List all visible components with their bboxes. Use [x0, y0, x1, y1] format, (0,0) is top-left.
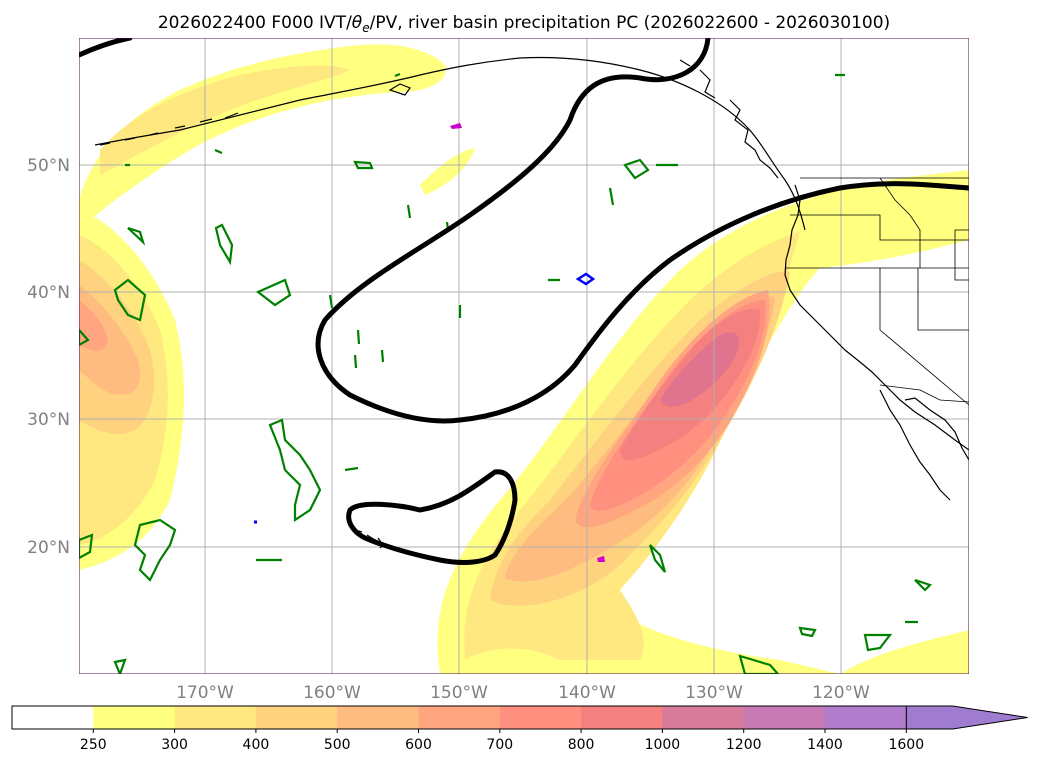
- wa-or-border: [790, 214, 969, 241]
- theta-e-loop-4: [268, 418, 322, 523]
- colorbar-tick-label: 1600: [888, 737, 924, 753]
- colorbar-tick-label: 800: [568, 737, 595, 753]
- ivt-north-band: [79, 44, 475, 230]
- theta-e-loop-8: [738, 654, 780, 674]
- colorbar-tick-label: 700: [486, 737, 513, 753]
- ivt-west-500: [79, 285, 141, 395]
- lon-label-150: 150°W: [430, 683, 488, 703]
- lon-label-140: 140°W: [558, 683, 616, 703]
- theta-e-loop-12: [79, 533, 94, 560]
- blue-diamond-contour: [575, 272, 596, 286]
- theta-e-loop-6: [623, 158, 650, 180]
- theta-e-loop-14: [353, 160, 374, 170]
- bc-coast-islands: [679, 59, 779, 179]
- colorbar: 250 300 400 500 600 700 800 1000 1200 1400 1600: [11, 705, 1028, 753]
- az-border: [917, 268, 969, 331]
- colorbar-tick-label: 600: [405, 737, 432, 753]
- extreme-contours: [254, 123, 605, 562]
- ivt-north-300: [100, 65, 350, 175]
- magenta-contour-south: [597, 556, 605, 562]
- ivt-north-250-b: [420, 148, 475, 195]
- theta-e-contours: [79, 72, 933, 674]
- colorbar-segment: [499, 706, 582, 729]
- colorbar-tick-label: 500: [324, 737, 351, 753]
- us-west-coast: [784, 184, 969, 451]
- colorbar-segment: [418, 706, 501, 729]
- map-area: [79, 38, 969, 674]
- theta-e-loop-5: [133, 518, 177, 582]
- colorbar-segment: [174, 706, 257, 729]
- colorbar-tick-label: 250: [80, 737, 107, 753]
- pv-contour-main-loop: [315, 38, 969, 424]
- colorbar-segment: [337, 706, 419, 729]
- pv-contour-south-loop: [346, 469, 518, 565]
- theta-e-loop-13: [127, 226, 146, 246]
- theta-e-loop-9: [863, 633, 893, 652]
- ivt-main-plume: [437, 170, 969, 674]
- colorbar-tick-label: 1000: [645, 737, 681, 753]
- pv-contours: [79, 38, 969, 565]
- theta-e-loop-16: [79, 328, 90, 347]
- political-borders: [786, 177, 969, 406]
- chart-title: 2026022400 F000 IVT/θe/PV, river basin p…: [158, 13, 890, 35]
- theta-e-small-marks: [125, 72, 918, 624]
- idaho-border: [879, 177, 921, 268]
- magenta-contour-north: [450, 123, 462, 129]
- lat-label-40: 40°N: [27, 283, 70, 303]
- latitude-labels: 50°N 40°N 30°N 20°N: [27, 156, 70, 558]
- colorbar-segment: [825, 706, 907, 729]
- lon-label-130: 130°W: [685, 683, 743, 703]
- theta-e-loop-3: [214, 223, 234, 266]
- colorbar-extension: [905, 705, 1028, 730]
- theta-e-loop-1: [113, 278, 147, 322]
- mexico-border: [879, 384, 969, 403]
- ca-nv-border: [879, 268, 969, 406]
- theta-e-loop-7: [648, 544, 667, 573]
- lon-label-120: 120°W: [812, 683, 870, 703]
- coastlines: [94, 56, 969, 549]
- lat-label-20: 20°N: [27, 538, 70, 558]
- ivt-west-plume: [79, 210, 185, 570]
- ivt-south-east-band: [840, 630, 969, 674]
- ivt-contour-1000: [660, 332, 740, 407]
- colorbar-segment: [743, 706, 826, 729]
- ivt-north-250: [79, 44, 446, 230]
- lon-label-170: 170°W: [176, 683, 234, 703]
- colorbar-segment: [255, 706, 338, 729]
- aleutian-chain: [99, 112, 239, 146]
- nv-ut-box: [954, 229, 969, 281]
- baja-coast: [879, 389, 969, 501]
- colorbar-tick-label: 1200: [726, 737, 762, 753]
- theta-e-loop-2: [255, 278, 292, 307]
- colorbar-segment: [662, 706, 745, 729]
- lon-label-160: 160°W: [303, 683, 361, 703]
- theta-e-loop-15: [113, 658, 127, 674]
- colorbar-segment: [12, 706, 94, 729]
- colorbar-segment: [93, 706, 176, 729]
- longitude-labels: 170°W 160°W 150°W 140°W 130°W 120°W: [176, 683, 870, 703]
- colorbar-tick-label: 400: [243, 737, 270, 753]
- theta-e-loop-10: [914, 578, 933, 592]
- theta-e-loop-11: [798, 626, 817, 638]
- pv-contour-north-arc: [79, 38, 133, 58]
- alaska-coast: [94, 56, 806, 231]
- colorbar-segment: [581, 706, 663, 729]
- colorbar-outline: [11, 705, 907, 730]
- lat-label-50: 50°N: [27, 156, 70, 176]
- gridlines: [79, 38, 969, 674]
- colorbar-tick-label: 300: [161, 737, 188, 753]
- lat-label-30: 30°N: [27, 410, 70, 430]
- kodiak-coast: [388, 83, 411, 96]
- colorbar-tick-label: 1400: [807, 737, 843, 753]
